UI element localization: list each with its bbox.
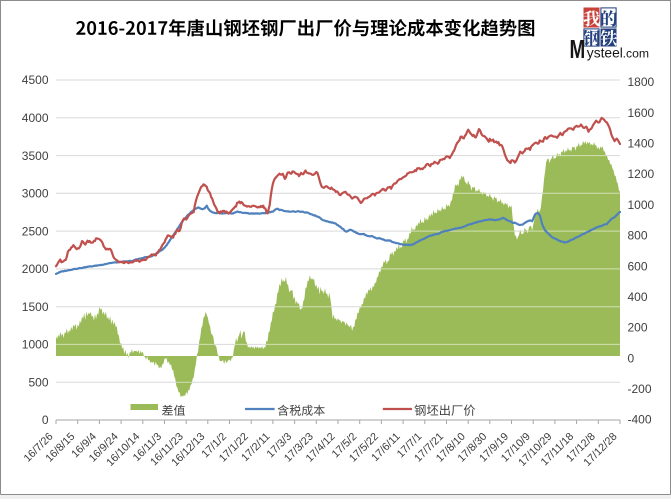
svg-text:1600: 1600	[628, 106, 655, 120]
svg-text:-200: -200	[628, 382, 652, 396]
svg-text:-400: -400	[628, 413, 652, 427]
svg-text:4500: 4500	[22, 73, 49, 87]
svg-text:3000: 3000	[22, 187, 49, 201]
svg-text:1000: 1000	[22, 338, 49, 352]
svg-text:.com: .com	[623, 47, 649, 61]
svg-text:4000: 4000	[22, 111, 49, 125]
svg-text:500: 500	[28, 375, 48, 389]
svg-text:ysteel: ysteel	[587, 46, 623, 61]
svg-text:1800: 1800	[628, 75, 655, 89]
svg-text:1500: 1500	[22, 300, 49, 314]
svg-text:800: 800	[628, 229, 648, 243]
svg-text:1000: 1000	[628, 198, 655, 212]
svg-text:200: 200	[628, 321, 648, 335]
svg-text:0: 0	[628, 351, 635, 365]
svg-text:2500: 2500	[22, 224, 49, 238]
svg-text:2000: 2000	[22, 262, 49, 276]
svg-text:M: M	[570, 35, 586, 63]
svg-text:600: 600	[628, 259, 648, 273]
svg-text:400: 400	[628, 290, 648, 304]
svg-text:0: 0	[42, 413, 49, 427]
svg-text:1200: 1200	[628, 167, 655, 181]
svg-text:3500: 3500	[22, 149, 49, 163]
svg-text:1400: 1400	[628, 137, 655, 151]
